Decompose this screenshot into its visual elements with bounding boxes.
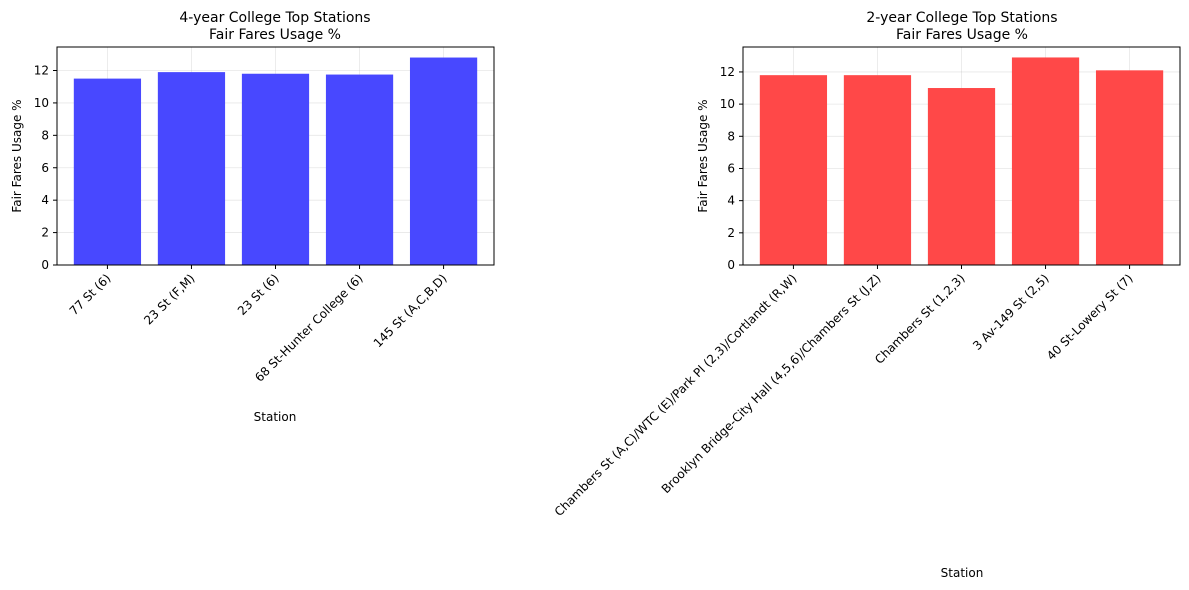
- y-ticks: 0 2 4 6 8 10 12: [34, 64, 57, 272]
- y-ticks: 0 2 4 6 8 10 12: [720, 65, 743, 272]
- y-tick-label: 8: [727, 129, 735, 143]
- y-tick-label: 10: [720, 97, 735, 111]
- y-tick-label: 12: [720, 65, 735, 79]
- bar: [157, 72, 226, 265]
- y-axis-label: Fair Fares Usage %: [10, 99, 24, 212]
- x-tick-label: Chambers St (1,2,3): [872, 271, 968, 367]
- x-tick-label: 3 Av-149 St (2,5): [970, 271, 1052, 353]
- y-tick-label: 12: [34, 64, 49, 78]
- y-tick-label: 0: [41, 258, 49, 272]
- bar: [843, 75, 912, 265]
- x-tick-label: 77 St (6): [67, 271, 114, 318]
- bar: [325, 74, 394, 266]
- plot-frame: [742, 46, 1181, 266]
- plot-frame: [56, 46, 495, 266]
- x-ticks: Chambers St (A,C)/WTC (E)/Park Pl (2,3)/…: [552, 265, 1136, 519]
- chart-4-year-college: 4-year College Top Stations Fair Fares U…: [10, 10, 495, 424]
- y-tick-label: 4: [41, 193, 49, 207]
- bar: [1095, 70, 1164, 265]
- chart-title: 4-year College Top Stations: [179, 10, 370, 26]
- y-tick-label: 6: [727, 161, 735, 175]
- x-tick-label: 23 St (6): [235, 271, 282, 318]
- y-tick-label: 8: [41, 128, 49, 142]
- x-tick-label: 23 St (F,M): [141, 271, 197, 327]
- chart-2-year-college: 2-year College Top Stations Fair Fares U…: [552, 10, 1181, 580]
- bars: [759, 57, 1164, 265]
- x-tick-label: 40 St-Lowery St (7): [1044, 271, 1136, 363]
- y-axis-label: Fair Fares Usage %: [696, 99, 710, 212]
- bar: [409, 57, 478, 266]
- x-ticks: 77 St (6) 23 St (F,M) 23 St (6)68 St-Hunte…: [67, 265, 450, 385]
- bar: [73, 78, 142, 265]
- x-axis-label: Station: [254, 410, 297, 424]
- y-tick-label: 0: [727, 258, 735, 272]
- bar: [927, 88, 996, 265]
- chart-subtitle: Fair Fares Usage %: [896, 27, 1028, 43]
- bar: [241, 73, 310, 265]
- bars: [73, 57, 478, 266]
- y-tick-label: 2: [727, 226, 735, 240]
- x-tick-label: 145 St (A,C,B,D): [371, 271, 450, 350]
- chart-title: 2-year College Top Stations: [866, 10, 1057, 26]
- y-tick-label: 2: [41, 226, 49, 240]
- y-tick-label: 6: [41, 161, 49, 175]
- x-axis-label: Station: [941, 566, 984, 580]
- y-tick-label: 4: [727, 194, 735, 208]
- bar: [759, 75, 828, 265]
- bar: [1011, 57, 1080, 265]
- chart-subtitle: Fair Fares Usage %: [209, 27, 341, 43]
- y-tick-label: 10: [34, 96, 49, 110]
